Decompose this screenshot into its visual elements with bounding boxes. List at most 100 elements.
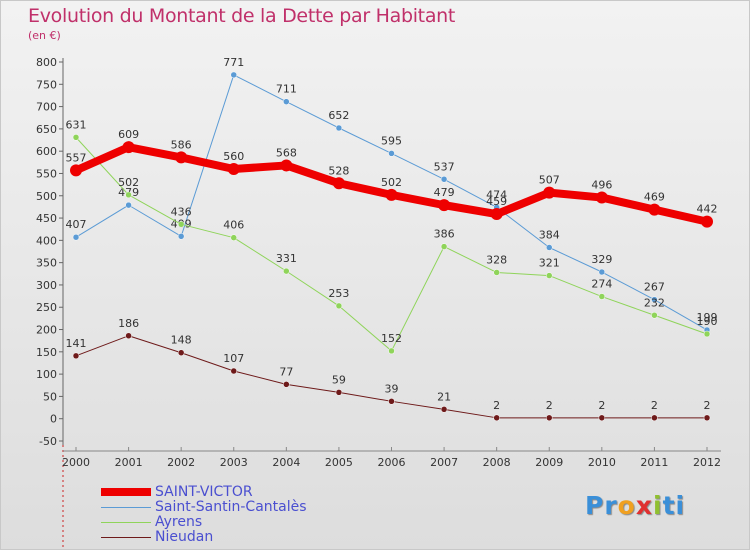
x-tick-label: 2002 <box>167 456 195 469</box>
y-tick-label: 450 <box>36 212 57 225</box>
data-point <box>177 233 185 240</box>
data-point <box>332 177 345 190</box>
data-point <box>335 389 343 396</box>
data-point <box>283 98 290 105</box>
data-label: 469 <box>644 191 665 204</box>
data-point <box>490 208 503 221</box>
data-label: 2 <box>546 399 553 412</box>
data-label: 59 <box>332 373 346 386</box>
data-point <box>283 267 290 275</box>
data-label: 253 <box>328 287 349 300</box>
data-label: 502 <box>118 176 139 189</box>
data-label: 2 <box>704 399 711 412</box>
x-tick-label: 2001 <box>115 456 143 469</box>
y-tick-label: 50 <box>43 390 57 403</box>
data-label: 586 <box>171 138 192 151</box>
legend-item-nieudan[interactable]: Nieudan <box>101 530 401 545</box>
data-point <box>335 302 343 310</box>
data-label: 152 <box>381 332 402 345</box>
y-tick-label: 150 <box>36 346 57 359</box>
data-point <box>385 188 398 201</box>
data-label: 107 <box>223 352 244 365</box>
data-label: 560 <box>223 150 244 163</box>
data-label: 186 <box>118 317 139 330</box>
data-label: 329 <box>591 253 612 266</box>
data-point <box>177 349 185 356</box>
data-label: 407 <box>66 218 87 231</box>
data-label: 537 <box>434 160 455 173</box>
data-point <box>70 164 82 177</box>
y-tick-label: 550 <box>36 167 57 180</box>
legend-item-saint-santin-cantales[interactable]: Saint-Santin-Cantalès <box>101 500 401 515</box>
data-point <box>543 186 556 199</box>
data-label: 474 <box>486 188 507 201</box>
data-point <box>546 272 553 279</box>
legend-swatch <box>101 537 151 538</box>
data-label: 148 <box>171 334 192 347</box>
data-label: 528 <box>328 164 349 177</box>
legend-label: SAINT-VICTOR <box>155 484 253 500</box>
data-point <box>72 233 80 241</box>
legend-item-saint-victor[interactable]: SAINT-VICTOR <box>101 485 401 500</box>
y-tick-label: 750 <box>36 78 57 91</box>
logo-letter: x <box>635 491 653 520</box>
data-point <box>388 398 395 405</box>
data-point <box>598 414 606 422</box>
data-point <box>651 312 658 319</box>
data-point <box>546 244 553 251</box>
x-tick-label: 2000 <box>62 456 90 469</box>
data-point <box>280 159 293 172</box>
legend-item-ayrens[interactable]: Ayrens <box>101 515 401 530</box>
data-point <box>701 215 713 228</box>
x-tick-label: 2006 <box>378 456 406 469</box>
data-label: 496 <box>591 179 612 192</box>
data-label: 384 <box>539 228 560 241</box>
data-point <box>388 347 395 355</box>
data-label: 199 <box>697 311 718 324</box>
y-tick-label: 500 <box>36 190 57 203</box>
data-point <box>230 71 237 79</box>
data-point <box>122 141 135 154</box>
data-point <box>125 191 132 199</box>
data-point <box>230 234 237 241</box>
y-tick-label: 800 <box>36 56 57 69</box>
data-label: 479 <box>434 186 455 199</box>
legend-swatch <box>101 488 151 496</box>
data-point <box>595 191 608 204</box>
data-point <box>440 243 448 250</box>
y-tick-label: -50 <box>39 435 57 448</box>
data-point <box>651 414 658 422</box>
x-tick-label: 2011 <box>640 456 668 469</box>
logo-letter: i <box>675 491 686 520</box>
data-point <box>546 414 553 422</box>
data-point <box>230 367 237 375</box>
data-label: 502 <box>381 176 402 189</box>
y-tick-label: 300 <box>36 279 57 292</box>
data-label: 2 <box>493 399 500 412</box>
data-label: 328 <box>486 253 507 266</box>
data-label: 21 <box>437 390 451 403</box>
data-point <box>651 296 658 303</box>
data-label: 406 <box>223 219 244 232</box>
chart-subtitle: (en €) <box>28 29 61 42</box>
data-label: 274 <box>591 278 612 291</box>
data-point <box>598 268 606 276</box>
data-point <box>125 201 132 209</box>
data-label: 459 <box>486 195 507 208</box>
data-label: 232 <box>644 296 665 309</box>
data-label: 2 <box>598 399 605 412</box>
data-label: 39 <box>385 382 399 395</box>
data-label: 321 <box>539 257 560 270</box>
data-point <box>72 134 80 141</box>
data-label: 436 <box>171 205 192 218</box>
y-tick-label: 250 <box>36 301 57 314</box>
data-point <box>703 330 711 338</box>
chart-legend: SAINT-VICTOR Saint-Santin-Cantalès Ayren… <box>101 485 401 545</box>
data-point <box>388 150 395 157</box>
data-point <box>648 203 661 216</box>
data-point <box>125 332 132 340</box>
data-label: 507 <box>539 174 560 187</box>
data-label: 568 <box>276 146 297 159</box>
x-tick-label: 2008 <box>483 456 511 469</box>
x-tick-label: 2010 <box>588 456 616 469</box>
